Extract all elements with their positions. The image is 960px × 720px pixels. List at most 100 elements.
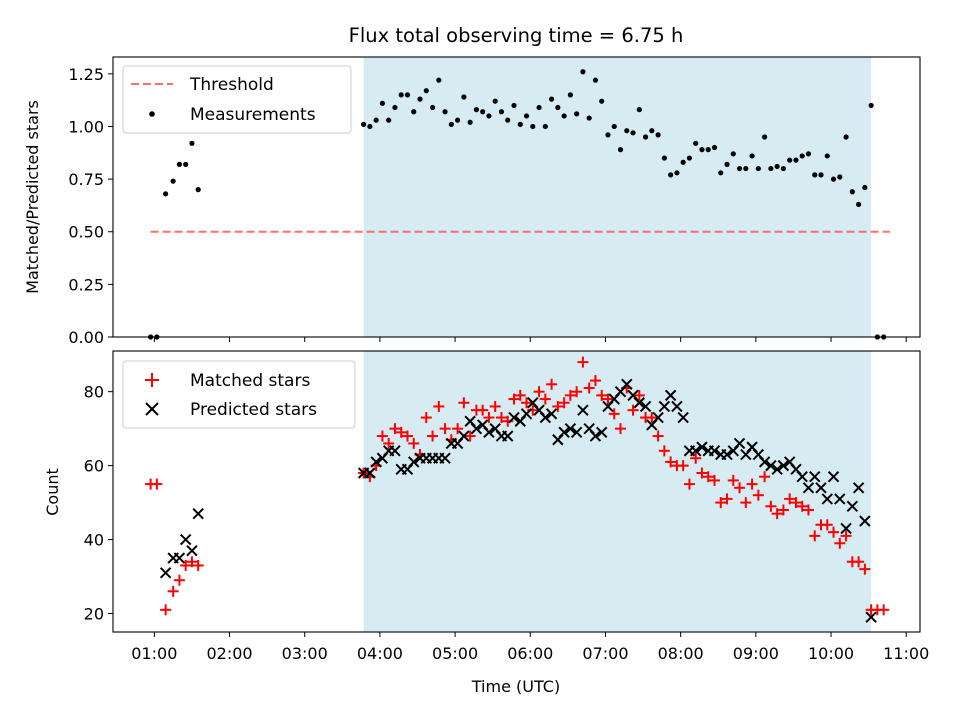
measurement-point xyxy=(473,107,480,113)
bottom-legend-box xyxy=(122,360,356,429)
predicted-point xyxy=(846,500,859,512)
matched-point xyxy=(702,471,714,483)
top-panel: 0.00 0.25 0.50 0.75 1.00 1.25 Matched/Predict… xyxy=(23,56,921,347)
measurement-point xyxy=(693,140,699,146)
predicted-point xyxy=(840,522,852,535)
measurement-point xyxy=(183,161,189,167)
matched-point xyxy=(759,471,771,483)
matched-point xyxy=(395,426,407,438)
matched-point xyxy=(546,378,558,390)
matched-point xyxy=(458,397,470,409)
predicted-point xyxy=(502,430,514,442)
measurement-point xyxy=(868,102,874,109)
matched-point xyxy=(771,508,783,520)
predicted-point xyxy=(589,430,602,442)
matched-point xyxy=(696,467,708,479)
measurements-legend-label: Measurements xyxy=(190,105,316,125)
matched-point xyxy=(564,389,576,401)
measurement-point xyxy=(404,92,411,98)
matched-point xyxy=(633,389,645,401)
matched-point xyxy=(677,460,689,472)
matched-point xyxy=(420,412,432,424)
measurement-point xyxy=(655,132,661,138)
measurement-point xyxy=(611,123,617,130)
matched-point xyxy=(683,478,695,490)
matched-point xyxy=(173,574,185,586)
threshold-legend-label: Threshold xyxy=(189,75,274,95)
matched-point xyxy=(383,437,395,449)
measurement-point xyxy=(605,132,611,138)
predicted-point xyxy=(658,400,671,413)
predicted-point xyxy=(827,471,840,483)
x-tick-label: 01:00 xyxy=(131,644,177,663)
matched-point xyxy=(160,604,172,616)
predicted-point xyxy=(639,400,652,413)
predicted-point xyxy=(696,441,708,453)
measurement-point xyxy=(762,134,768,140)
matched-point xyxy=(690,452,702,464)
predicted-legend-marker xyxy=(145,402,159,416)
y-tick-label: 0.00 xyxy=(68,328,104,347)
matched-point xyxy=(608,408,620,420)
y-tick-label: 0.75 xyxy=(68,170,104,189)
matched-point xyxy=(715,497,727,509)
matched-point xyxy=(777,504,789,516)
measurement-point xyxy=(680,159,686,165)
measurement-point xyxy=(755,165,761,172)
predicted-point xyxy=(708,445,721,457)
measurement-point xyxy=(392,104,398,111)
predicted-point xyxy=(664,389,677,402)
predicted-point xyxy=(545,408,558,420)
matched-point xyxy=(727,474,739,486)
measurement-point xyxy=(574,111,580,117)
predicted-point xyxy=(179,533,192,546)
y-tick-label: 1.25 xyxy=(68,65,104,84)
measurement-point xyxy=(511,102,517,109)
predicted-point xyxy=(539,411,552,424)
measurement-point xyxy=(624,128,630,134)
y-tick-label: 0.50 xyxy=(68,223,104,242)
matched-point xyxy=(790,497,802,509)
matched-point xyxy=(796,500,808,512)
predicted-point xyxy=(852,482,865,494)
predicted-point xyxy=(564,422,577,435)
matched-point xyxy=(539,393,551,405)
predicted-legend-label: Predicted stars xyxy=(190,400,317,420)
measurement-point xyxy=(189,140,195,146)
measurement-point xyxy=(163,191,169,197)
measurement-point xyxy=(386,117,392,123)
predicted-point xyxy=(834,493,846,505)
measurement-point xyxy=(536,104,542,111)
top-frame xyxy=(112,56,921,338)
bottom-span xyxy=(363,351,872,632)
measurement-point xyxy=(837,174,843,180)
matched-point xyxy=(389,423,401,435)
matched-point xyxy=(652,430,664,442)
bottom-marks xyxy=(145,356,890,623)
measurement-point xyxy=(523,113,530,119)
predicted-point xyxy=(815,482,827,494)
measurement-point xyxy=(642,134,649,140)
predicted-point xyxy=(621,378,633,390)
top-y-ticks: 0.00 0.25 0.50 0.75 1.00 1.25 xyxy=(68,65,113,347)
matched-point xyxy=(433,400,445,412)
bottom-x-ticks: 01:00 02:00 03:00 04:00 05:00 06:00 07:00 08:00… xyxy=(131,632,929,663)
measurement-point xyxy=(586,115,592,121)
predicted-point xyxy=(758,456,771,468)
measurement-point xyxy=(480,109,486,115)
measurement-point xyxy=(498,109,505,115)
measurement-point xyxy=(724,161,730,167)
predicted-point xyxy=(796,471,808,483)
matched-point xyxy=(558,397,570,409)
matched-point xyxy=(401,430,413,442)
x-tick-label: 04:00 xyxy=(357,644,403,663)
matched-point xyxy=(802,504,814,516)
matched-point xyxy=(180,559,192,571)
measurement-point xyxy=(699,147,705,153)
matched-point xyxy=(514,389,526,401)
measurement-point xyxy=(711,144,718,151)
measurement-point xyxy=(423,88,429,94)
measurement-point xyxy=(768,165,774,172)
measurement-point xyxy=(855,201,862,207)
measurement-point xyxy=(170,178,176,184)
